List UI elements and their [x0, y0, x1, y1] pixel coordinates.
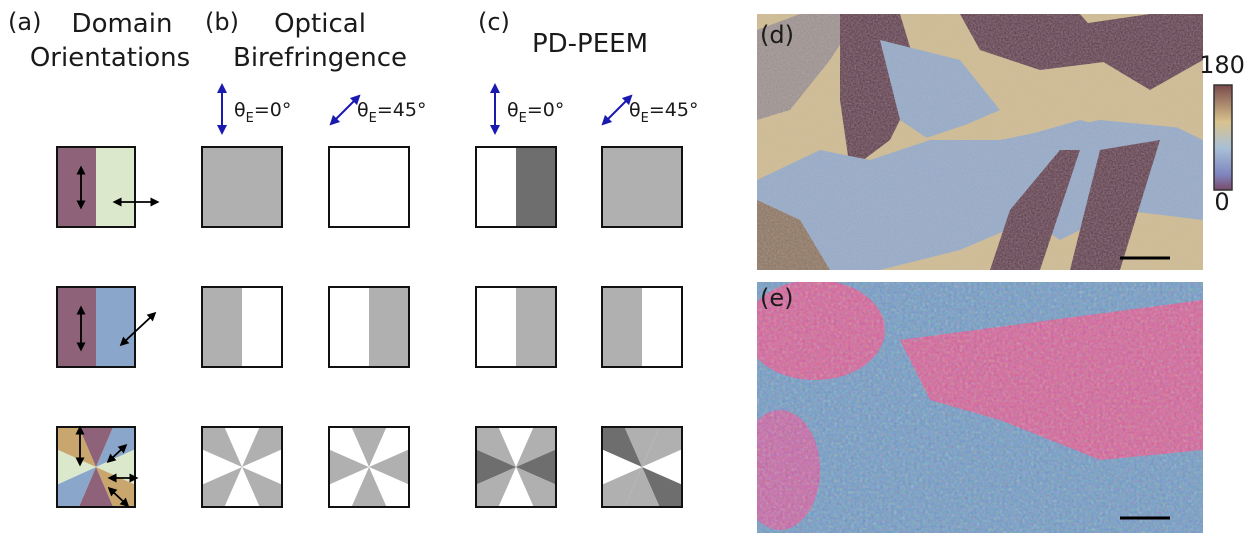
figure: 180 0 (d) (e) (a) Domain Orientations (b… [0, 0, 1255, 533]
domain [642, 287, 682, 367]
domain [476, 147, 516, 227]
schematic-boxes [57, 147, 682, 507]
polarization-label: θE=45° [357, 99, 426, 126]
polarization-arrow [605, 98, 629, 122]
symbol: θ [629, 99, 641, 121]
domain [476, 287, 516, 367]
domain [96, 287, 135, 367]
rest: =0° [527, 99, 565, 121]
panel-label: (e) [760, 284, 794, 312]
polarization-label: θE=0° [507, 99, 564, 126]
panel-label: (d) [760, 21, 794, 49]
domain [602, 147, 642, 227]
subscript: E [246, 111, 254, 126]
subscript: E [519, 111, 527, 126]
panel-title: Domain [72, 9, 173, 39]
symbol: θ [357, 99, 369, 121]
domain [602, 287, 642, 367]
domain [369, 147, 409, 227]
subscript: E [641, 111, 649, 126]
domain [242, 287, 282, 367]
domain [642, 147, 682, 227]
panel-title: Optical [274, 9, 366, 39]
domain [242, 147, 282, 227]
rest: =45° [377, 99, 427, 121]
domain [516, 147, 556, 227]
colorbar-min: 0 [1214, 188, 1229, 216]
panel-title: Birefringence [233, 43, 407, 73]
panel-label: (b) [205, 8, 239, 36]
domain [202, 287, 242, 367]
colorbar-max: 180 [1199, 51, 1245, 79]
subscript: E [369, 111, 377, 126]
panel-label: (a) [8, 8, 41, 36]
domain [57, 287, 96, 367]
polarization-label: θE=0° [234, 99, 291, 126]
panel-label: (c) [478, 8, 510, 36]
domain [329, 147, 369, 227]
polarization-arrow [333, 98, 357, 122]
domain [516, 287, 556, 367]
colorbar [1214, 85, 1232, 190]
domain [369, 287, 409, 367]
panel-title: PD-PEEM [532, 29, 648, 59]
domain [57, 147, 96, 227]
polarization-label: θE=45° [629, 99, 698, 126]
domain [202, 147, 242, 227]
symbol: θ [234, 99, 246, 121]
domain [96, 147, 135, 227]
panel-title: Orientations [30, 43, 190, 73]
symbol: θ [507, 99, 519, 121]
rest: =45° [649, 99, 699, 121]
birefringence-map [757, 14, 1203, 270]
rest: =0° [254, 99, 292, 121]
peem-map [740, 280, 1203, 533]
domain [329, 287, 369, 367]
